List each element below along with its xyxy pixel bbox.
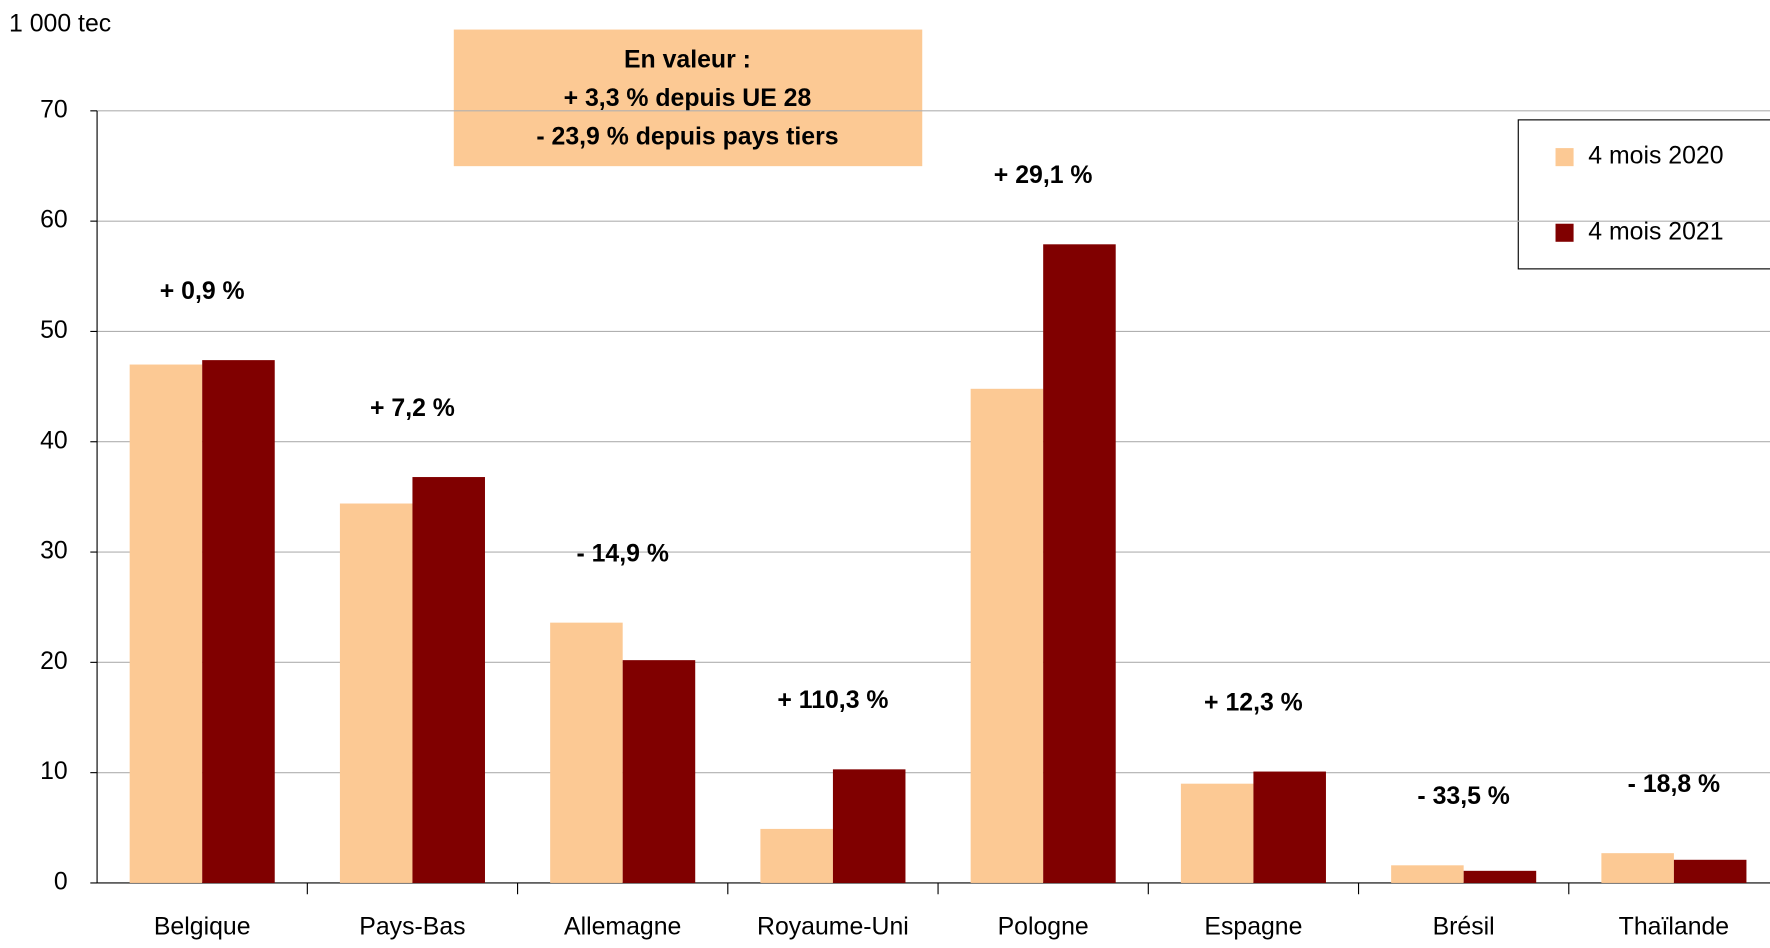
bar xyxy=(129,364,203,883)
x-tick-label: Thaïlande xyxy=(1619,914,1729,941)
bar xyxy=(1463,870,1537,883)
y-axis-label: 1 000 tec xyxy=(9,11,111,38)
legend-label: 4 mois 2021 xyxy=(1588,218,1723,245)
change-label: + 12,3 % xyxy=(1204,689,1303,716)
y-tick-label: 10 xyxy=(40,758,68,785)
bar xyxy=(550,622,623,883)
change-label: - 14,9 % xyxy=(576,540,668,567)
change-label: - 18,8 % xyxy=(1628,771,1720,798)
bar xyxy=(1601,853,1674,883)
bar xyxy=(202,360,275,883)
x-tick-label: Brésil xyxy=(1433,914,1495,941)
bar xyxy=(412,477,485,883)
x-tick-label: Allemagne xyxy=(564,914,681,941)
legend-swatch xyxy=(1555,148,1574,167)
x-tick-label: Royaume-Uni xyxy=(757,914,909,941)
bar xyxy=(1673,859,1747,883)
change-label: + 110,3 % xyxy=(777,687,888,714)
bar xyxy=(1043,244,1116,883)
x-tick-label: Pologne xyxy=(998,914,1089,941)
y-tick-label: 30 xyxy=(40,538,68,565)
bar xyxy=(1391,865,1464,883)
bar xyxy=(1180,783,1254,883)
x-tick-label: Pays-Bas xyxy=(359,914,465,941)
legend-box xyxy=(1517,119,1770,270)
y-tick-label: 20 xyxy=(40,648,68,675)
y-tick-label: 60 xyxy=(40,207,68,234)
x-tick-label: Belgique xyxy=(154,914,251,941)
y-tick-label: 0 xyxy=(54,869,68,896)
x-tick-label: Espagne xyxy=(1204,914,1302,941)
change-label: + 0,9 % xyxy=(160,278,245,305)
y-tick-label: 70 xyxy=(40,96,68,123)
bar xyxy=(760,828,833,883)
annotation-box xyxy=(453,29,923,167)
bar xyxy=(622,660,696,883)
bar xyxy=(1253,771,1326,883)
y-tick-label: 40 xyxy=(40,427,68,454)
annotation: - 23,9 % depuis pays tiers xyxy=(536,123,838,150)
annotation: En valeur : xyxy=(624,47,751,74)
y-tick-label: 50 xyxy=(40,317,68,344)
legend-label: 4 mois 2020 xyxy=(1588,143,1723,170)
change-label: + 7,2 % xyxy=(370,395,455,422)
annotation: + 3,3 % depuis UE 28 xyxy=(564,85,812,112)
bar xyxy=(970,388,1044,883)
change-label: - 33,5 % xyxy=(1417,783,1509,810)
change-label: + 29,1 % xyxy=(994,162,1093,189)
bar xyxy=(339,503,413,883)
bar xyxy=(832,769,906,883)
legend-swatch xyxy=(1555,223,1574,242)
